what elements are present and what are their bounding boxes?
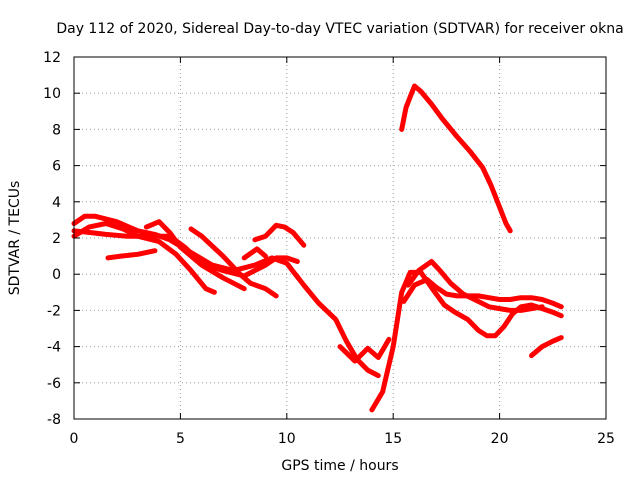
series-track-1 xyxy=(71,213,381,379)
x-tick-label: 5 xyxy=(176,431,185,447)
series-track-5 xyxy=(143,219,247,292)
y-tick-label: -8 xyxy=(47,412,61,428)
y-axis-title: SDTVAR / TECUs xyxy=(7,181,23,296)
y-tick-label: 12 xyxy=(43,50,61,66)
series-track-8 xyxy=(241,246,268,261)
series-track-6 xyxy=(188,226,279,299)
series-track-12 xyxy=(405,259,545,313)
series-track-14 xyxy=(529,335,564,359)
series-track-11 xyxy=(401,277,564,310)
data-series xyxy=(71,83,564,413)
series-track-4 xyxy=(105,248,158,261)
y-tick-label: 2 xyxy=(52,231,61,247)
chart-title: Day 112 of 2020, Sidereal Day-to-day VTE… xyxy=(56,21,623,37)
series-track-13 xyxy=(399,83,513,234)
y-tick-label: -4 xyxy=(47,340,61,356)
series-track-9 xyxy=(337,336,392,364)
x-tick-label: 25 xyxy=(597,431,615,447)
y-tick-label: 0 xyxy=(52,267,61,283)
y-tick-label: -2 xyxy=(47,303,61,319)
y-tick-label: 8 xyxy=(52,122,61,138)
y-tick-label: 4 xyxy=(52,195,61,211)
series-track-7 xyxy=(252,222,307,248)
x-tick-label: 0 xyxy=(70,431,79,447)
y-tick-label: -6 xyxy=(47,376,61,392)
y-tick-label: 6 xyxy=(52,159,61,175)
x-tick-label: 20 xyxy=(491,431,509,447)
x-axis-title: GPS time / hours xyxy=(281,458,398,474)
series-track-10 xyxy=(369,269,564,413)
x-tick-label: 10 xyxy=(278,431,296,447)
x-tick-label: 15 xyxy=(384,431,402,447)
series-track-3 xyxy=(71,221,217,295)
y-tick-label: 10 xyxy=(43,86,61,102)
axis-ticks: 0 5 10 15 20 25 -8 -6 -4 -2 0 2 4 6 8 10 12 xyxy=(43,50,615,447)
